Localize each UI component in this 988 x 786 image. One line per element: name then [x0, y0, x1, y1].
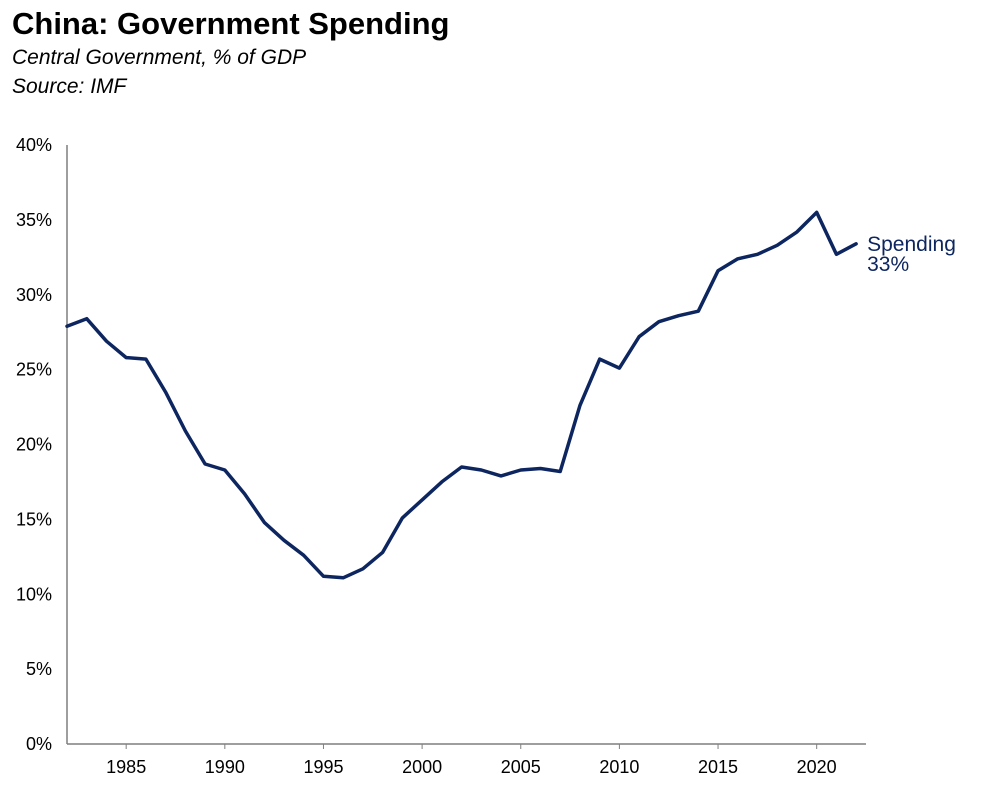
x-tick-label: 2005 — [501, 757, 541, 777]
series-value-label: 33% — [867, 253, 909, 276]
x-tick-label: 1990 — [205, 757, 245, 777]
x-tick-label: 2020 — [797, 757, 837, 777]
y-tick-label: 0% — [26, 734, 52, 754]
chart-source: Source: IMF — [12, 75, 127, 98]
x-tick-label: 1985 — [106, 757, 146, 777]
x-axis: 1985 1990 1995 2000 2005 2010 2015 2020 — [67, 743, 866, 777]
x-tick-label: 2000 — [402, 757, 442, 777]
y-tick-label: 10% — [16, 584, 52, 604]
chart-subtitle: Central Government, % of GDP — [12, 46, 307, 69]
y-tick-label: 30% — [16, 285, 52, 305]
y-tick-label: 35% — [16, 210, 52, 230]
y-tick-label: 25% — [16, 360, 52, 380]
series-line-spending — [65, 210, 858, 580]
x-tick-label: 1995 — [303, 757, 343, 777]
series-name-label: Spending — [867, 233, 956, 256]
y-tick-label: 15% — [16, 509, 52, 529]
y-tick-label: 20% — [16, 435, 52, 455]
y-tick-label: 40% — [16, 135, 52, 155]
y-axis: 0% 5% 10% 15% 20% 25% 30% 35% 40% — [16, 135, 68, 754]
chart-title: China: Government Spending — [12, 6, 450, 41]
x-tick-label: 2010 — [599, 757, 639, 777]
x-tick-label: 2015 — [698, 757, 738, 777]
y-tick-label: 5% — [26, 659, 52, 679]
